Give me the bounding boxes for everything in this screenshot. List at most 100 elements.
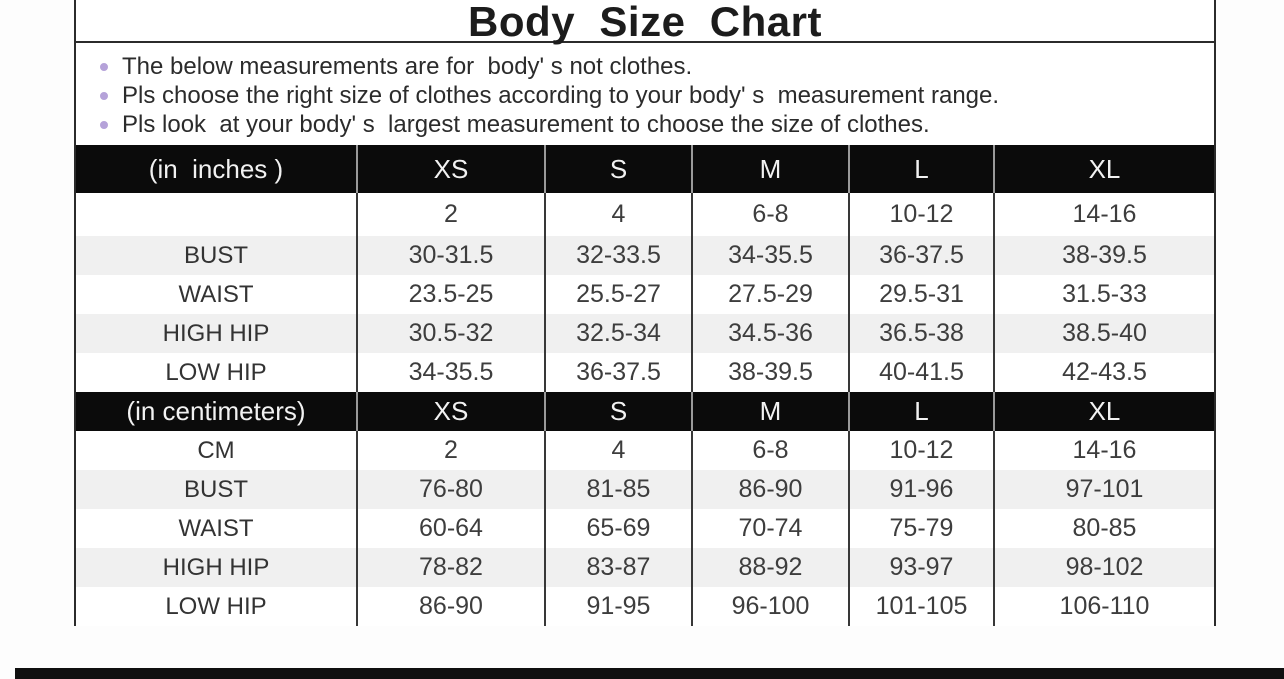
- data-cell: 32.5-34: [544, 314, 691, 353]
- data-cell: 30-31.5: [356, 236, 544, 275]
- data-cell: 98-102: [993, 548, 1214, 587]
- header-cell-s: S: [544, 392, 691, 431]
- data-cell: 2: [356, 193, 544, 236]
- header-cell-xs: XS: [356, 392, 544, 431]
- table-row-lowhip-in: LOW HIP 34-35.5 36-37.5 38-39.5 40-41.5 …: [76, 353, 1214, 392]
- data-cell: 2: [356, 431, 544, 470]
- data-cell: 38.5-40: [993, 314, 1214, 353]
- data-cell: 91-96: [848, 470, 993, 509]
- data-cell: 80-85: [993, 509, 1214, 548]
- row-label: [76, 193, 356, 236]
- note-text: The below measurements are for body' s n…: [122, 53, 693, 80]
- data-cell: 65-69: [544, 509, 691, 548]
- data-cell: 76-80: [356, 470, 544, 509]
- data-cell: 4: [544, 193, 691, 236]
- notes-section: The below measurements are for body' s n…: [76, 43, 1214, 145]
- header-cell-l: L: [848, 145, 993, 193]
- row-label: BUST: [183, 241, 248, 269]
- header-cell-m: M: [691, 392, 848, 431]
- row-label: CM: [197, 436, 235, 464]
- note-text: Pls look at your body' s largest measure…: [122, 111, 930, 138]
- data-cell: 97-101: [993, 470, 1214, 509]
- data-cell: 23.5-25: [356, 275, 544, 314]
- data-cell: 86-90: [691, 470, 848, 509]
- table-row-waist-cm: WAIST 60-64 65-69 70-74 75-79 80-85: [76, 509, 1214, 548]
- note-item: Pls look at your body' s largest measure…: [94, 110, 1204, 139]
- data-cell: 75-79: [848, 509, 993, 548]
- data-cell: 32-33.5: [544, 236, 691, 275]
- table-row-cm-sizes: CM 2 4 6-8 10-12 14-16: [76, 431, 1214, 470]
- data-cell: 106-110: [993, 587, 1214, 626]
- header-cell-s: S: [544, 145, 691, 193]
- data-cell: 25.5-27: [544, 275, 691, 314]
- data-cell: 38-39.5: [993, 236, 1214, 275]
- row-label: WAIST: [178, 514, 254, 542]
- data-cell: 10-12: [848, 193, 993, 236]
- body-size-table: (in inches ) XS S M L XL 2 4 6-8 10-12 1…: [76, 145, 1214, 626]
- table-row-bust-in: BUST 30-31.5 32-33.5 34-35.5 36-37.5 38-…: [76, 236, 1214, 275]
- data-cell: 30.5-32: [356, 314, 544, 353]
- data-cell: 60-64: [356, 509, 544, 548]
- title-bar: Body Size Chart: [76, 0, 1214, 45]
- header-cell-m: M: [691, 145, 848, 193]
- data-cell: 34-35.5: [356, 353, 544, 392]
- table-row-us-sizes: 2 4 6-8 10-12 14-16: [76, 193, 1214, 236]
- table-row-highhip-cm: HIGH HIP 78-82 83-87 88-92 93-97 98-102: [76, 548, 1214, 587]
- data-cell: 6-8: [691, 193, 848, 236]
- data-cell: 10-12: [848, 431, 993, 470]
- row-label: WAIST: [178, 280, 254, 308]
- data-cell: 86-90: [356, 587, 544, 626]
- row-label: HIGH HIP: [162, 553, 270, 581]
- data-cell: 36.5-38: [848, 314, 993, 353]
- table-row-highhip-in: HIGH HIP 30.5-32 32.5-34 34.5-36 36.5-38…: [76, 314, 1214, 353]
- data-cell: 34.5-36: [691, 314, 848, 353]
- bullet-circle-icon: [100, 62, 108, 71]
- row-label: LOW HIP: [165, 358, 267, 386]
- bullet-circle-icon: [100, 120, 108, 129]
- row-label: LOW HIP: [165, 592, 267, 620]
- data-cell: 70-74: [691, 509, 848, 548]
- chart-sheet: Body Size Chart The below measurements a…: [74, 0, 1216, 626]
- header-unit-label: (in centimeters): [126, 396, 306, 426]
- header-cell-xs: XS: [356, 145, 544, 193]
- table-row-waist-in: WAIST 23.5-25 25.5-27 27.5-29 29.5-31 31…: [76, 275, 1214, 314]
- data-cell: 40-41.5: [848, 353, 993, 392]
- note-text: Pls choose the right size of clothes acc…: [122, 82, 1000, 109]
- note-item: Pls choose the right size of clothes acc…: [94, 81, 1204, 110]
- header-cell-xl: XL: [993, 145, 1214, 193]
- data-cell: 78-82: [356, 548, 544, 587]
- data-cell: 27.5-29: [691, 275, 848, 314]
- data-cell: 29.5-31: [848, 275, 993, 314]
- data-cell: 81-85: [544, 470, 691, 509]
- row-label: BUST: [183, 475, 248, 503]
- data-cell: 96-100: [691, 587, 848, 626]
- data-cell: 4: [544, 431, 691, 470]
- table-header-centimeters: (in centimeters) XS S M L XL: [76, 392, 1214, 431]
- data-cell: 31.5-33: [993, 275, 1214, 314]
- data-cell: 83-87: [544, 548, 691, 587]
- table-row-lowhip-cm: LOW HIP 86-90 91-95 96-100 101-105 106-1…: [76, 587, 1214, 626]
- data-cell: 14-16: [993, 193, 1214, 236]
- data-cell: 101-105: [848, 587, 993, 626]
- header-cell-xl: XL: [993, 392, 1214, 431]
- bottom-black-bar: [15, 668, 1284, 679]
- data-cell: 14-16: [993, 431, 1214, 470]
- data-cell: 34-35.5: [691, 236, 848, 275]
- table-row-bust-cm: BUST 76-80 81-85 86-90 91-96 97-101: [76, 470, 1214, 509]
- data-cell: 42-43.5: [993, 353, 1214, 392]
- table-header-inches: (in inches ) XS S M L XL: [76, 145, 1214, 193]
- data-cell: 93-97: [848, 548, 993, 587]
- data-cell: 88-92: [691, 548, 848, 587]
- header-cell-l: L: [848, 392, 993, 431]
- data-cell: 91-95: [544, 587, 691, 626]
- data-cell: 36-37.5: [544, 353, 691, 392]
- data-cell: 36-37.5: [848, 236, 993, 275]
- bullet-circle-icon: [100, 91, 108, 100]
- row-label: HIGH HIP: [162, 319, 270, 347]
- page-title: Body Size Chart: [468, 0, 822, 45]
- data-cell: 38-39.5: [691, 353, 848, 392]
- note-item: The below measurements are for body' s n…: [94, 52, 1204, 81]
- data-cell: 6-8: [691, 431, 848, 470]
- header-unit-label: (in inches ): [148, 153, 284, 184]
